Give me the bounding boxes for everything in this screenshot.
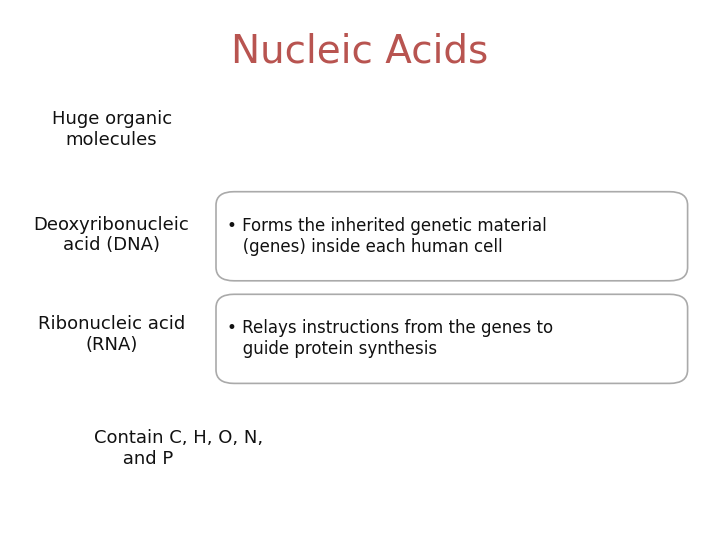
- Text: • Forms the inherited genetic material
   (genes) inside each human cell: • Forms the inherited genetic material (…: [227, 217, 546, 255]
- Text: • Relays instructions from the genes to
   guide protein synthesis: • Relays instructions from the genes to …: [227, 320, 553, 358]
- FancyBboxPatch shape: [216, 294, 688, 383]
- Text: Nucleic Acids: Nucleic Acids: [231, 32, 489, 70]
- Text: Deoxyribonucleic
acid (DNA): Deoxyribonucleic acid (DNA): [34, 215, 189, 254]
- FancyBboxPatch shape: [216, 192, 688, 281]
- Text: Huge organic
molecules: Huge organic molecules: [52, 110, 171, 149]
- Text: Contain C, H, O, N,
     and P: Contain C, H, O, N, and P: [94, 429, 263, 468]
- Text: Ribonucleic acid
(RNA): Ribonucleic acid (RNA): [38, 315, 185, 354]
